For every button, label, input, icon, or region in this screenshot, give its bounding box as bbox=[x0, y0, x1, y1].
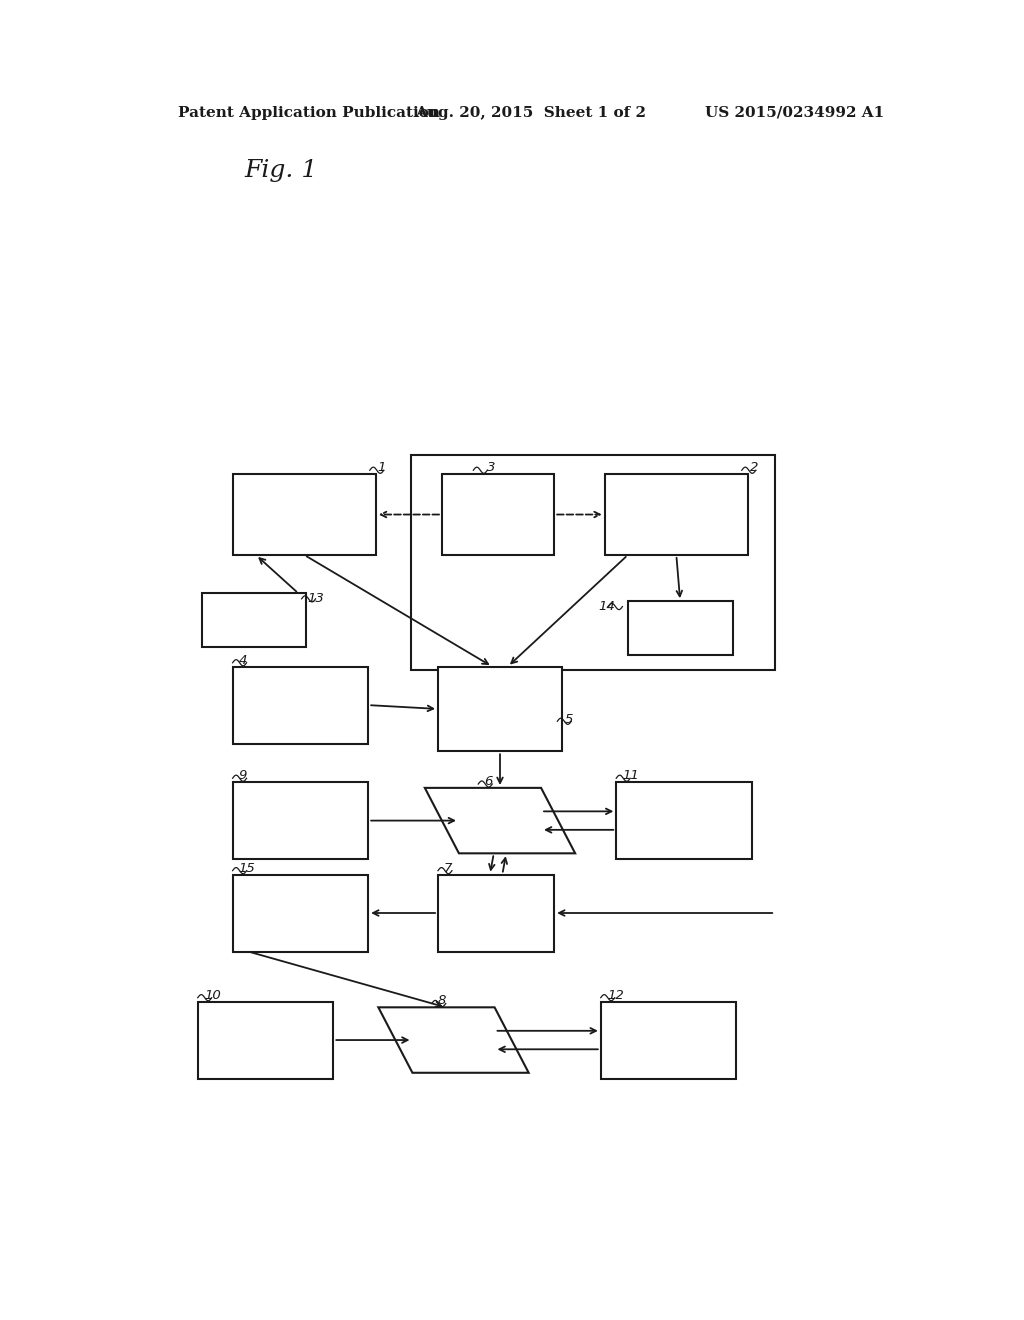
Bar bbox=[601, 1002, 736, 1078]
Text: 6: 6 bbox=[484, 775, 493, 788]
Bar bbox=[202, 594, 306, 647]
Text: 8: 8 bbox=[438, 994, 446, 1007]
Bar bbox=[438, 874, 554, 952]
Text: Patent Application Publication: Patent Application Publication bbox=[178, 106, 440, 120]
Text: 9: 9 bbox=[239, 770, 247, 781]
Text: 7: 7 bbox=[444, 862, 453, 874]
Bar bbox=[442, 474, 554, 554]
Text: 10: 10 bbox=[204, 989, 221, 1002]
Text: 12: 12 bbox=[607, 989, 624, 1002]
Polygon shape bbox=[378, 1007, 528, 1073]
Bar bbox=[232, 781, 369, 859]
Text: 2: 2 bbox=[750, 461, 758, 474]
Bar bbox=[438, 667, 562, 751]
Text: 1: 1 bbox=[378, 461, 386, 474]
Text: US 2015/0234992 A1: US 2015/0234992 A1 bbox=[706, 106, 885, 120]
Bar bbox=[628, 601, 732, 655]
Bar bbox=[616, 781, 752, 859]
Bar bbox=[232, 474, 376, 554]
Bar bbox=[411, 455, 775, 671]
Text: Aug. 20, 2015  Sheet 1 of 2: Aug. 20, 2015 Sheet 1 of 2 bbox=[415, 106, 646, 120]
Text: 14: 14 bbox=[598, 599, 615, 612]
Bar bbox=[232, 874, 369, 952]
Bar bbox=[198, 1002, 334, 1078]
Text: 15: 15 bbox=[239, 862, 256, 874]
Text: 5: 5 bbox=[565, 713, 573, 726]
Bar bbox=[604, 474, 748, 554]
Text: 3: 3 bbox=[486, 461, 496, 474]
Text: Fig. 1: Fig. 1 bbox=[245, 158, 317, 182]
Polygon shape bbox=[425, 788, 575, 853]
Text: 4: 4 bbox=[239, 653, 247, 667]
Bar bbox=[232, 667, 369, 743]
Text: 13: 13 bbox=[308, 591, 325, 605]
Text: 11: 11 bbox=[623, 770, 639, 781]
